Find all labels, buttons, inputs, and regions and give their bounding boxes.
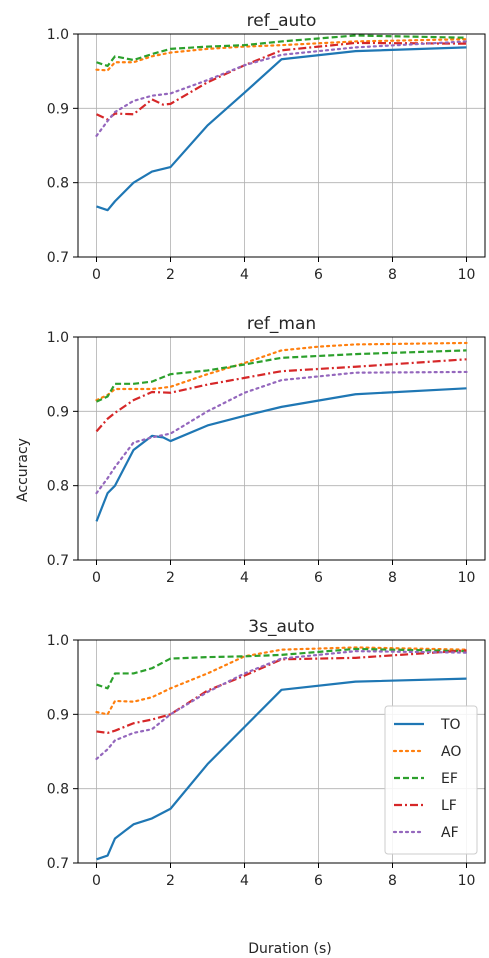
series-group	[95, 646, 468, 861]
series-line-AO	[95, 341, 468, 402]
y-tick-label: 1.0	[47, 330, 69, 346]
y-tick-label: 0.9	[47, 404, 69, 420]
x-axis-title: Duration (s)	[248, 941, 331, 957]
series-line-AF	[95, 370, 468, 495]
legend: TO AO EF LF AF	[384, 705, 478, 855]
panel-title: 3s_auto	[248, 617, 314, 637]
legend-label-AO: AO	[441, 744, 461, 760]
legend-label-LF: LF	[441, 798, 457, 814]
series-line-TO	[95, 387, 467, 522]
x-tick-label: 8	[388, 267, 397, 283]
y-tick-label: 0.7	[47, 250, 69, 266]
x-tick-label: 6	[314, 873, 323, 889]
series-line-TO	[96, 46, 467, 212]
plot-frame	[77, 336, 486, 561]
panel-ref_man: 0 2 4 6 8 10 0.7 0.8 0.9 1.0 ref_man	[47, 314, 486, 586]
panel-3s_auto: 0 2 4 6 8 10 0.7 0.8 0.9 1.0 3s_auto TO AO EF LF AF	[47, 617, 486, 889]
series-line-AF	[95, 40, 468, 137]
y-tick-label: 1.0	[47, 633, 69, 649]
x-tick-label: 8	[388, 873, 397, 889]
x-tick-label: 0	[92, 267, 101, 283]
series-line-LF	[95, 358, 467, 433]
y-tick-label: 0.7	[47, 553, 69, 569]
series-line-EF	[96, 647, 467, 690]
x-tick-label: 2	[166, 570, 175, 586]
legend-label-TO: TO	[440, 717, 461, 733]
plot-frame	[77, 33, 486, 258]
series-line-LF	[96, 649, 467, 735]
y-tick-label: 0.7	[47, 856, 69, 872]
plot-frame	[77, 639, 486, 864]
legend-label-EF: EF	[441, 771, 458, 787]
x-tick-label: 10	[458, 267, 476, 283]
x-tick-label: 2	[166, 873, 175, 889]
x-tick-label: 6	[314, 267, 323, 283]
series-group	[95, 34, 468, 212]
series-line-EF	[96, 349, 467, 403]
series-line-EF	[96, 34, 467, 68]
legend-label-AF: AF	[441, 825, 459, 841]
x-tick-label: 2	[166, 267, 175, 283]
x-tick-label: 4	[240, 267, 249, 283]
series-group	[95, 341, 468, 522]
series-line-TO	[96, 677, 467, 861]
y-tick-label: 0.9	[47, 707, 69, 723]
y-tick-label: 0.8	[47, 176, 69, 192]
y-tick-label: 0.9	[47, 101, 69, 117]
x-tick-label: 10	[458, 570, 476, 586]
panel-title: ref_man	[247, 314, 316, 334]
series-line-LF	[96, 41, 467, 121]
x-tick-label: 0	[92, 873, 101, 889]
y-tick-label: 1.0	[47, 27, 69, 43]
y-tick-label: 0.8	[47, 782, 69, 798]
x-tick-label: 4	[240, 570, 249, 586]
legend-box	[384, 705, 478, 855]
x-tick-label: 6	[314, 570, 323, 586]
x-tick-label: 0	[92, 570, 101, 586]
panel-ref_auto: 0 2 4 6 8 10 0.7 0.8 0.9 1.0 ref_auto	[47, 11, 486, 283]
y-axis-title: Accuracy	[15, 438, 31, 502]
x-tick-label: 4	[240, 873, 249, 889]
series-line-AO	[95, 38, 468, 72]
x-tick-label: 8	[388, 570, 397, 586]
y-tick-label: 0.8	[47, 479, 69, 495]
series-line-AO	[95, 646, 468, 716]
panel-title: ref_auto	[247, 11, 317, 31]
x-tick-label: 10	[458, 873, 476, 889]
